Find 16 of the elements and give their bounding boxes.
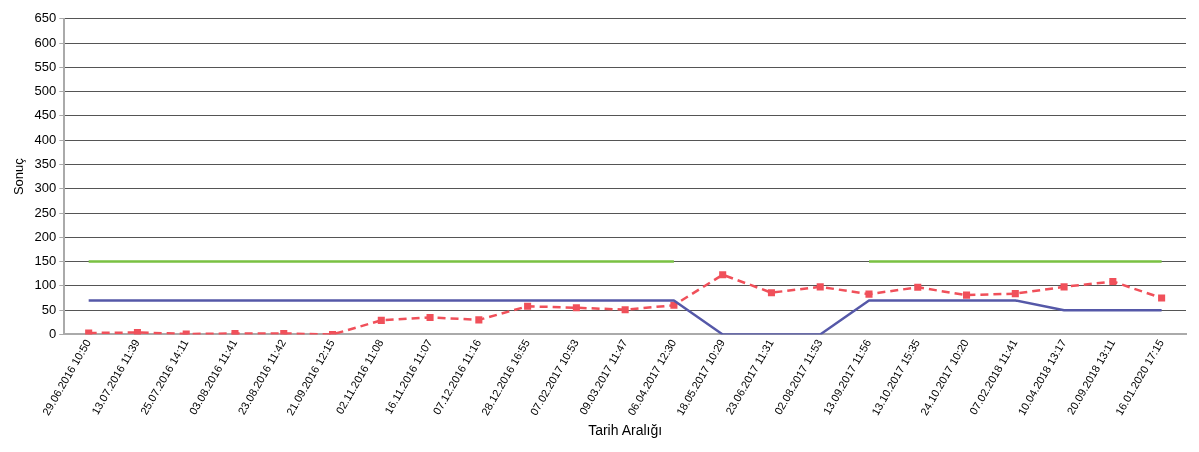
y-tick-label: 550 — [34, 58, 57, 74]
y-tick-label: 350 — [34, 156, 57, 172]
y-axis-title: Sonuç — [11, 157, 27, 196]
y-tick-label: 100 — [34, 277, 57, 293]
x-axis-title: Tarih Aralığı — [588, 422, 663, 439]
y-tick-label: 250 — [34, 204, 57, 220]
y-tick-label: 450 — [34, 107, 57, 123]
y-tick-label: 50 — [41, 301, 57, 317]
y-tick-label: 300 — [34, 180, 57, 196]
y-tick-label: 150 — [34, 253, 57, 269]
y-tick-label: 500 — [34, 83, 57, 99]
y-tick-label: 600 — [34, 34, 57, 50]
y-tick-label: 0 — [49, 326, 57, 342]
y-tick-label: 400 — [34, 131, 57, 147]
y-tick-label: 650 — [34, 10, 57, 26]
y-tick-label: 200 — [34, 228, 57, 244]
